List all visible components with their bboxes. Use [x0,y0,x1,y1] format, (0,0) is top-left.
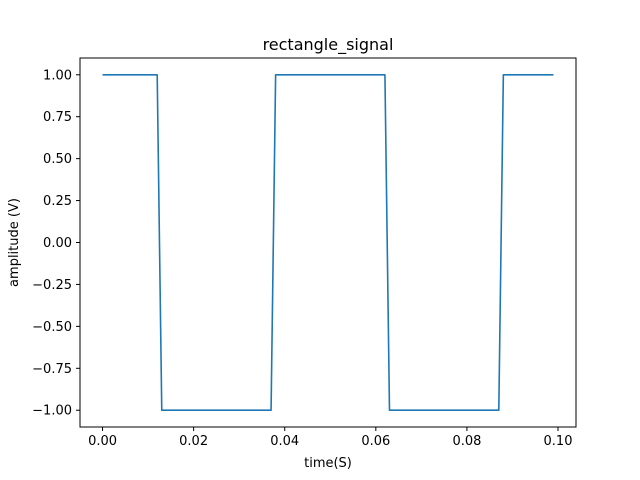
y-tick-label: −0.50 [32,320,72,335]
series-layer [102,73,554,412]
chart-title: rectangle_signal [263,35,394,55]
x-tick-label: 0.06 [361,434,390,449]
series-line-0 [102,73,554,412]
y-tick-label: −0.75 [32,362,72,377]
x-tick-label: 0.08 [452,434,481,449]
y-tick-label: −0.25 [32,278,72,293]
y-axis: 1.00 0.75 0.50 0.25 0.00 −0.25 −0.50 −0.75 −1.00 [32,68,80,419]
x-axis: 0.00 0.02 0.04 0.06 0.08 0.10 [88,427,572,449]
x-tick-label: 0.02 [179,434,208,449]
y-tick-label: −1.00 [32,404,72,419]
y-axis-label: amplitude (V) [7,198,22,287]
y-tick-label: 0.50 [43,152,72,167]
y-tick-label: 0.75 [43,110,72,125]
x-tick-label: 0.10 [544,434,573,449]
y-tick-label: 1.00 [43,68,72,83]
x-tick-label: 0.04 [270,434,299,449]
x-axis-label: time(S) [304,456,352,471]
y-tick-label: 0.25 [43,194,72,209]
x-tick-label: 0.00 [88,434,117,449]
y-tick-label: 0.00 [43,236,72,251]
